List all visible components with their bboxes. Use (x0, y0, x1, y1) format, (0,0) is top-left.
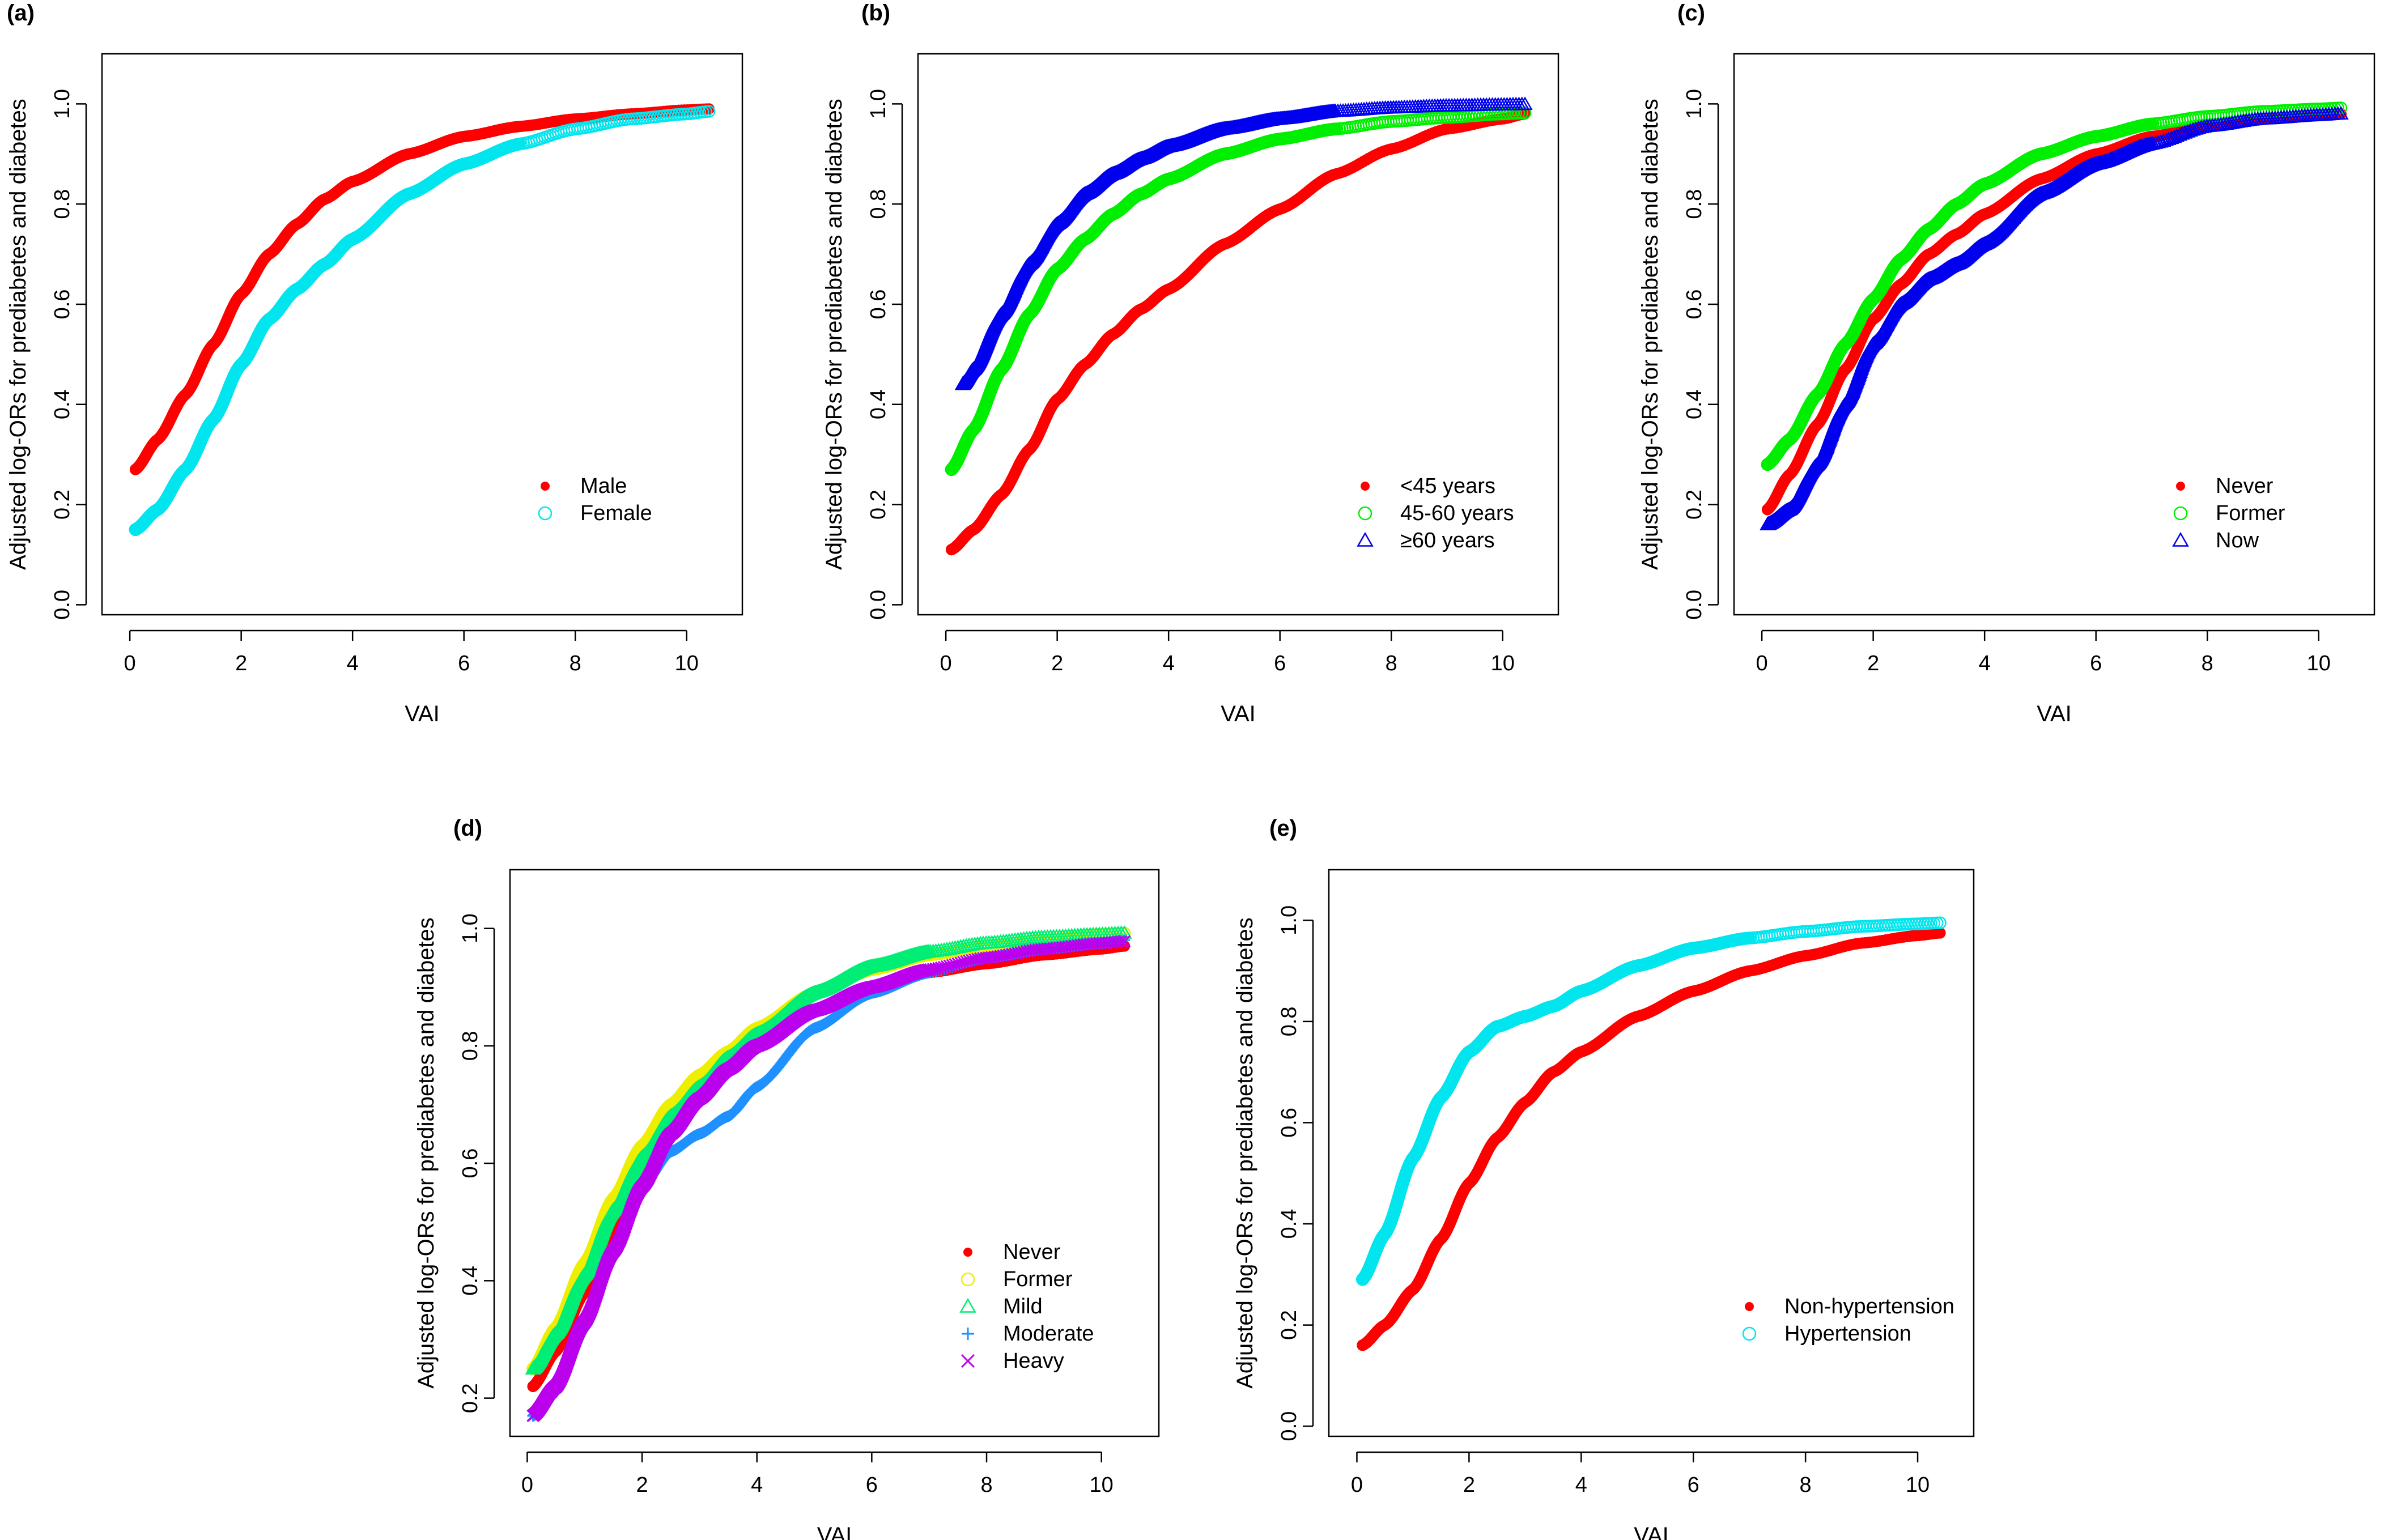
x-axis-label: VAI (405, 701, 440, 726)
legend-item: ≥60 years (1357, 529, 1495, 552)
legend-item: <45 years (1361, 474, 1495, 498)
legend-marker (1358, 506, 1372, 521)
x-tick-label: 10 (2307, 652, 2331, 675)
x-axis-label: VAI (2037, 701, 2072, 726)
x-tick-label: 8 (2202, 652, 2213, 675)
series-former (1761, 101, 2348, 471)
y-tick-label: 0.0 (50, 590, 74, 620)
y-tick-label: 1.0 (866, 89, 890, 119)
y-axis-label: Adjusted log-ORs for prediabetes and dia… (822, 99, 847, 570)
x-tick-label: 2 (1867, 652, 1879, 675)
x-tick-label: 10 (1491, 652, 1515, 675)
y-tick-label: 0.8 (50, 189, 74, 219)
legend-label: Female (580, 501, 652, 525)
series-male (129, 103, 715, 475)
x-tick-label: 0 (940, 652, 952, 675)
y-tick-label: 0.0 (1682, 590, 1706, 620)
legend: <45 years 45-60 years ≥60 years (1357, 474, 1514, 552)
panel-label: (b) (861, 1, 890, 25)
y-tick-label: 0.4 (866, 389, 890, 419)
y-tick-label: 0.2 (50, 490, 74, 520)
y-tick-label: 0.6 (1682, 290, 1706, 320)
panel-label: (c) (1677, 1, 1705, 25)
x-tick-label: 0 (124, 652, 136, 675)
x-tick-label: 6 (2090, 652, 2102, 675)
y-tick-label: 0.8 (1682, 189, 1706, 219)
panel-label: (a) (7, 1, 35, 25)
x-tick-label: 4 (347, 652, 359, 675)
legend-label: 45-60 years (1400, 501, 1514, 525)
x-tick-label: 10 (675, 652, 699, 675)
series-female (129, 105, 716, 536)
series-45-60-years (945, 107, 1532, 476)
y-tick-label: 1.0 (50, 89, 74, 119)
y-tick-label: 0.8 (866, 189, 890, 219)
series--60-years (954, 96, 1533, 390)
x-axis-label: VAI (1221, 701, 1256, 726)
y-tick-label: 0.2 (866, 490, 890, 520)
legend-item: Female (538, 501, 652, 525)
y-tick-label: 0.6 (50, 290, 74, 320)
legend: Male Female (538, 474, 652, 525)
plot-frame (101, 53, 743, 616)
y-tick-label: 0.6 (866, 290, 890, 320)
x-tick-label: 6 (458, 652, 470, 675)
panel-c: (c) 0 2 4 6 8 10 VAI 0.0 0.2 0.4 0.6 0.8 1.0 Adjusted … (1638, 1, 2375, 726)
x-tick-label: 2 (1051, 652, 1063, 675)
y-axis-label: Adjusted log-ORs for prediabetes and dia… (6, 99, 31, 570)
plot-frame (1733, 53, 2375, 616)
y-tick-label: 0.0 (866, 590, 890, 620)
legend-marker (1357, 531, 1374, 547)
x-tick-label: 8 (1386, 652, 1397, 675)
y-tick-label: 0.4 (50, 389, 74, 419)
panel-b: (b) 0 2 4 6 8 10 VAI 0.0 0.2 0.4 0.6 0.8 1.0 Adjusted … (822, 1, 1559, 726)
x-tick-label: 2 (235, 652, 247, 675)
x-tick-label: 6 (1274, 652, 1286, 675)
legend-marker (1361, 482, 1370, 491)
y-tick-label: 0.4 (1682, 389, 1706, 419)
legend-label: ≥60 years (1400, 529, 1495, 552)
series-never (1761, 108, 2347, 516)
x-tick-label: 8 (570, 652, 581, 675)
legend-item: 45-60 years (1358, 501, 1514, 525)
x-tick-label: 0 (1756, 652, 1768, 675)
x-tick-label: 4 (1979, 652, 1991, 675)
x-tick-label: 4 (1163, 652, 1175, 675)
legend-item: Male (541, 474, 627, 498)
y-tick-label: 0.2 (1682, 490, 1706, 520)
legend-marker (541, 482, 550, 491)
panel-a: (a) 0 2 4 6 8 10 VAI 0.0 0.2 0.4 0.6 0.8 1.0 Adjusted … (6, 1, 743, 726)
y-axis-label: Adjusted log-ORs for prediabetes and dia… (1638, 99, 1663, 570)
legend-label: Male (580, 474, 627, 498)
legend-marker (538, 506, 553, 521)
y-tick-label: 1.0 (1682, 89, 1706, 119)
legend-label: <45 years (1400, 474, 1495, 498)
